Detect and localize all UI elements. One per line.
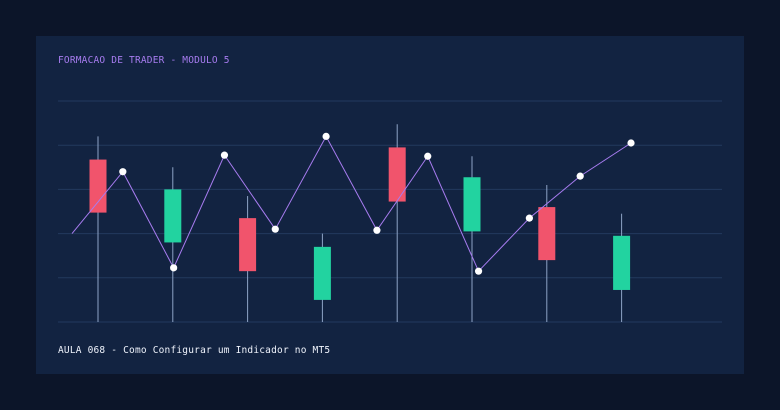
bearish-candle-body: [239, 218, 257, 272]
indicator-point: [474, 267, 483, 275]
indicator-point: [424, 152, 432, 160]
indicator-point: [525, 214, 533, 222]
candle-6: [463, 156, 481, 322]
bullish-candle-body: [313, 246, 331, 300]
course-title: FORMACAO DE TRADER - MODULO 5: [58, 55, 230, 66]
bullish-candle-body: [463, 177, 481, 232]
indicator-point: [271, 225, 279, 233]
lesson-caption: AULA 068 - Como Configurar um Indicador …: [58, 345, 331, 356]
indicator-point: [322, 132, 330, 140]
candle-8: [613, 213, 631, 322]
candles-layer: [89, 124, 631, 322]
candle-2: [164, 167, 182, 322]
candle-3: [239, 196, 257, 322]
candle-7: [538, 184, 556, 322]
indicator-point: [627, 139, 635, 147]
indicator-point: [170, 264, 178, 272]
indicator-line: [71, 135, 632, 273]
indicator-layer: [71, 132, 635, 275]
indicator-point: [576, 172, 584, 180]
bearish-candle-body: [388, 147, 406, 202]
candle-5: [388, 124, 406, 322]
indicator-point: [220, 151, 229, 159]
bullish-candle-body: [164, 189, 182, 243]
candle-1: [89, 136, 107, 322]
candlestick-chart: [58, 100, 722, 323]
bearish-candle-body: [89, 159, 107, 213]
indicator-point: [119, 168, 127, 176]
course-card: FORMACAO DE TRADER - MODULO 5 AULA 068 -…: [36, 36, 744, 374]
bearish-candle-body: [538, 207, 556, 261]
indicator-point: [373, 226, 381, 234]
candle-4: [313, 233, 331, 322]
bullish-candle-body: [613, 235, 631, 290]
